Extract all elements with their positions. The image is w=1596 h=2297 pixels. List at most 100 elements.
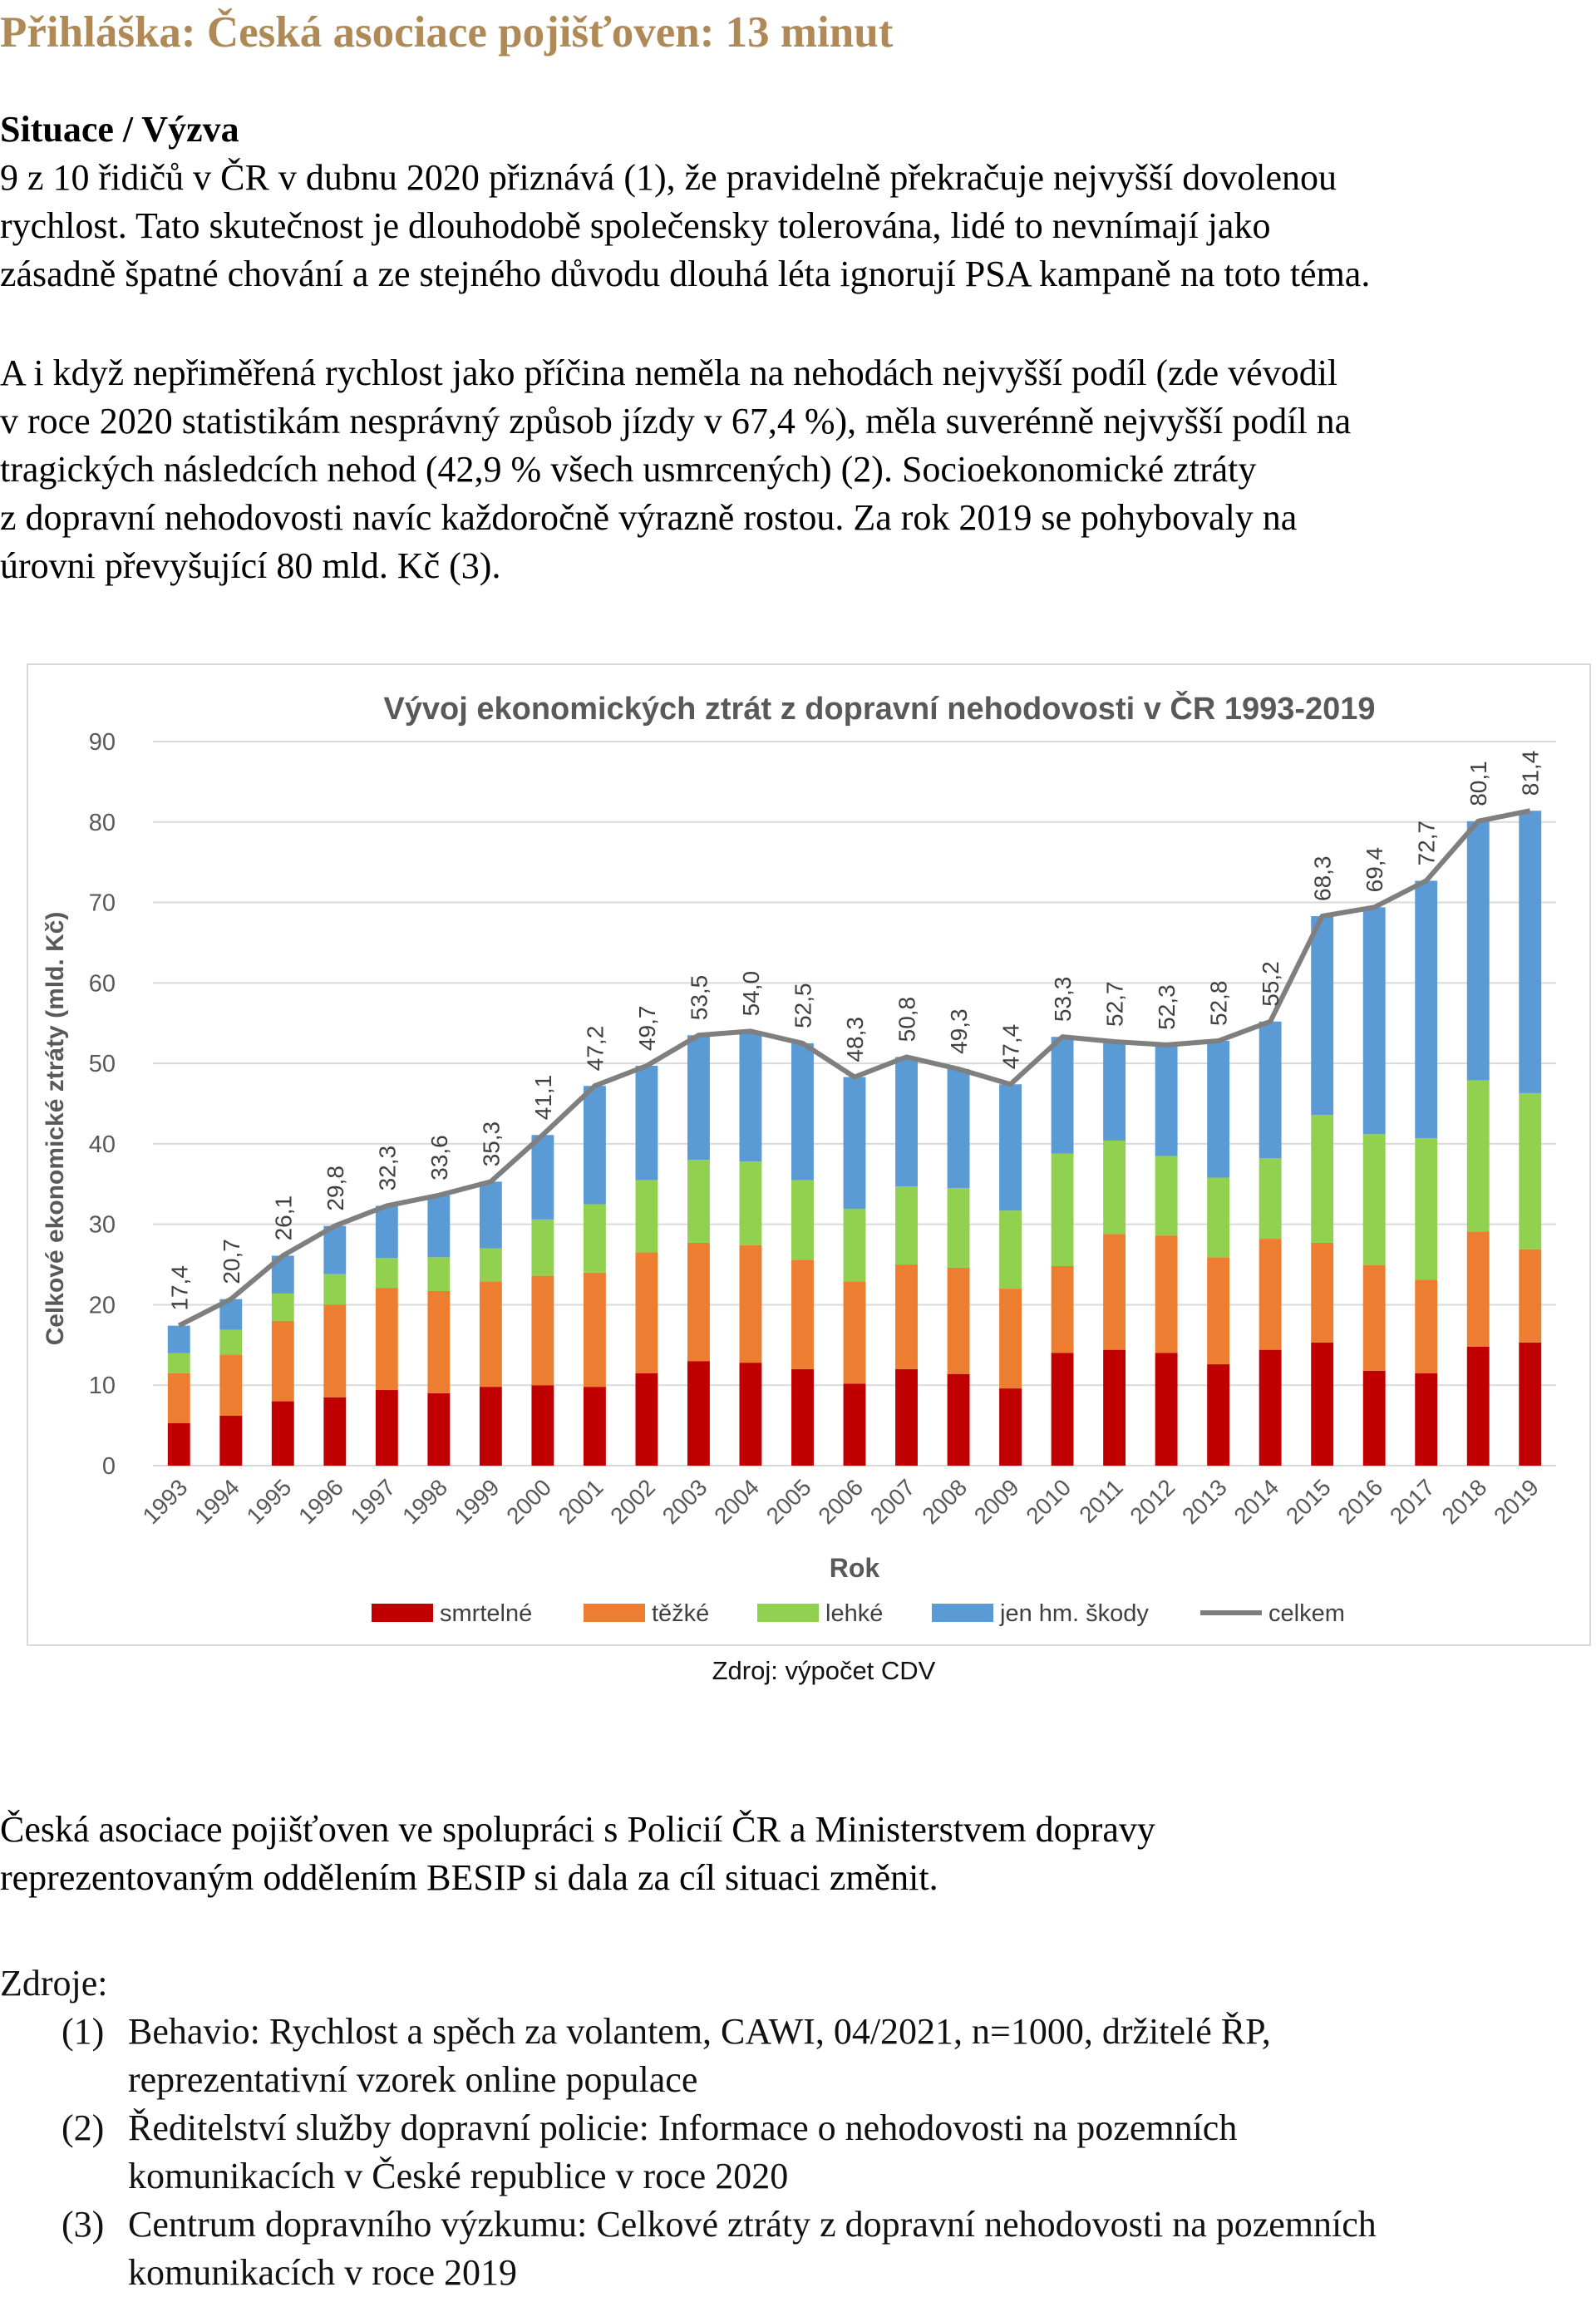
bar-segment [635,1373,658,1466]
bar-segment [167,1422,190,1466]
bar-segment [1155,1235,1178,1353]
bar-segment [791,1259,814,1369]
y-tick-label: 60 [89,970,116,997]
bar-segment [583,1204,606,1273]
y-tick-label: 10 [89,1373,116,1399]
bar-segment [1103,1349,1126,1466]
bar-segment [791,1180,814,1260]
bar-segment [1466,1080,1490,1232]
bar-segment [1362,1370,1386,1466]
data-label: 81,4 [1518,751,1544,796]
bar-segment [219,1354,243,1416]
bar-segment [739,1363,762,1466]
x-tick-label: 1997 [346,1474,401,1529]
data-label: 47,2 [582,1026,608,1072]
legend-label: těžké [652,1600,709,1627]
y-tick-label: 0 [102,1453,116,1480]
data-label: 53,5 [686,975,712,1021]
bar-segment [947,1267,970,1374]
bar-segment [427,1392,451,1466]
bar-segment [1466,821,1490,1081]
bar-segment [1051,1265,1074,1353]
paragraph-speed-statistics: A i když nepřiměřená rychlost jako příči… [0,349,1596,590]
x-tick-label: 1996 [293,1474,348,1529]
bar-segment [687,1035,710,1161]
total-line [177,808,1531,1328]
y-tick-label: 80 [89,810,116,836]
bar-segment [583,1387,606,1466]
bar-segment [1519,811,1542,1093]
paragraph-situation: 9 z 10 řidičů v ČR v dubnu 2020 přiznává… [0,154,1596,298]
bar-segment [323,1274,347,1305]
paragraph-line: v roce 2020 statistikám nesprávný způsob… [0,401,1352,441]
source-item: (3) Centrum dopravního výzkumu: Celkové … [0,2201,1596,2297]
data-label: 55,2 [1258,961,1283,1007]
bar-segment [531,1275,554,1386]
data-label: 20,7 [219,1239,244,1284]
x-tick-label: 2010 [1021,1474,1076,1529]
bar-segment [219,1415,243,1466]
bar-segment [219,1329,243,1355]
y-axis-label: Celkové ekonomické ztráty (mld. Kč) [42,912,69,1346]
bar-segment [1259,1349,1282,1466]
section-heading: Situace / Výzva [0,109,239,150]
data-label: 35,3 [478,1121,504,1167]
bar-segment [895,1264,918,1369]
bar-segment [1051,1353,1074,1466]
source-line: Ředitelství služby dopravní policie: Inf… [128,2107,1238,2148]
source-line: komunikacích v České republice v roce 20… [128,2156,789,2196]
source-item: (2) Ředitelství služby dopravní policie:… [0,2104,1596,2201]
bar-segment [1259,1158,1282,1240]
bar-segment [1415,880,1438,1139]
y-tick-label: 50 [89,1051,116,1077]
bar-segment [1207,1364,1230,1466]
data-label: 54,0 [738,971,764,1017]
bar-segment [323,1397,347,1466]
y-tick-label: 30 [89,1212,116,1239]
data-label: 29,8 [323,1166,348,1211]
x-axis-label: Rok [830,1553,880,1583]
bar-segment [1103,1141,1126,1235]
x-tick-label: 2015 [1281,1474,1336,1529]
bar-segment [739,1245,762,1363]
x-tick-label: 2007 [865,1474,920,1529]
bar-segment [323,1225,347,1274]
bar-segment [843,1077,866,1210]
bar-segment [999,1210,1022,1289]
bar-segment [1415,1373,1438,1466]
bar-segment [895,1368,918,1466]
y-tick-label: 20 [89,1292,116,1319]
data-label: 50,8 [894,997,920,1043]
bar-segment [479,1181,502,1249]
bar-segment [895,1186,918,1265]
paragraph-line: Česká asociace pojišťoven ve spolupráci … [0,1809,1155,1850]
bar-segment [271,1293,294,1321]
bar-segment [1519,1342,1542,1466]
data-label: 52,5 [790,983,815,1028]
bar-segment [167,1373,190,1423]
data-label: 32,3 [374,1146,400,1191]
data-label: 69,4 [1362,847,1387,893]
data-label: 52,3 [1154,984,1180,1030]
data-label: 49,7 [634,1006,660,1052]
legend-label: jen hm. škody [999,1600,1149,1627]
data-label: 80,1 [1465,761,1491,806]
source-line: Behavio: Rychlost a spěch za volantem, C… [128,2011,1271,2052]
bar-segment [687,1361,710,1466]
bar-segment [427,1290,451,1393]
data-label: 41,1 [530,1075,556,1121]
y-tick-label: 40 [89,1131,116,1158]
x-tick-label: 2018 [1436,1474,1491,1529]
bar-segment [1051,1153,1074,1266]
bar-segment [739,1031,762,1162]
x-tick-label: 2016 [1332,1474,1387,1529]
bar-segment [583,1086,606,1205]
bar-segment [1362,1265,1386,1371]
x-tick-label: 2008 [917,1474,972,1529]
bar-segment [1155,1156,1178,1236]
bar-segment [1415,1138,1438,1280]
x-tick-label: 2004 [709,1474,764,1529]
sources-list: (1) Behavio: Rychlost a spěch za volante… [0,2008,1596,2297]
x-tick-label: 2003 [658,1474,712,1529]
bar-segment [1207,1257,1230,1365]
